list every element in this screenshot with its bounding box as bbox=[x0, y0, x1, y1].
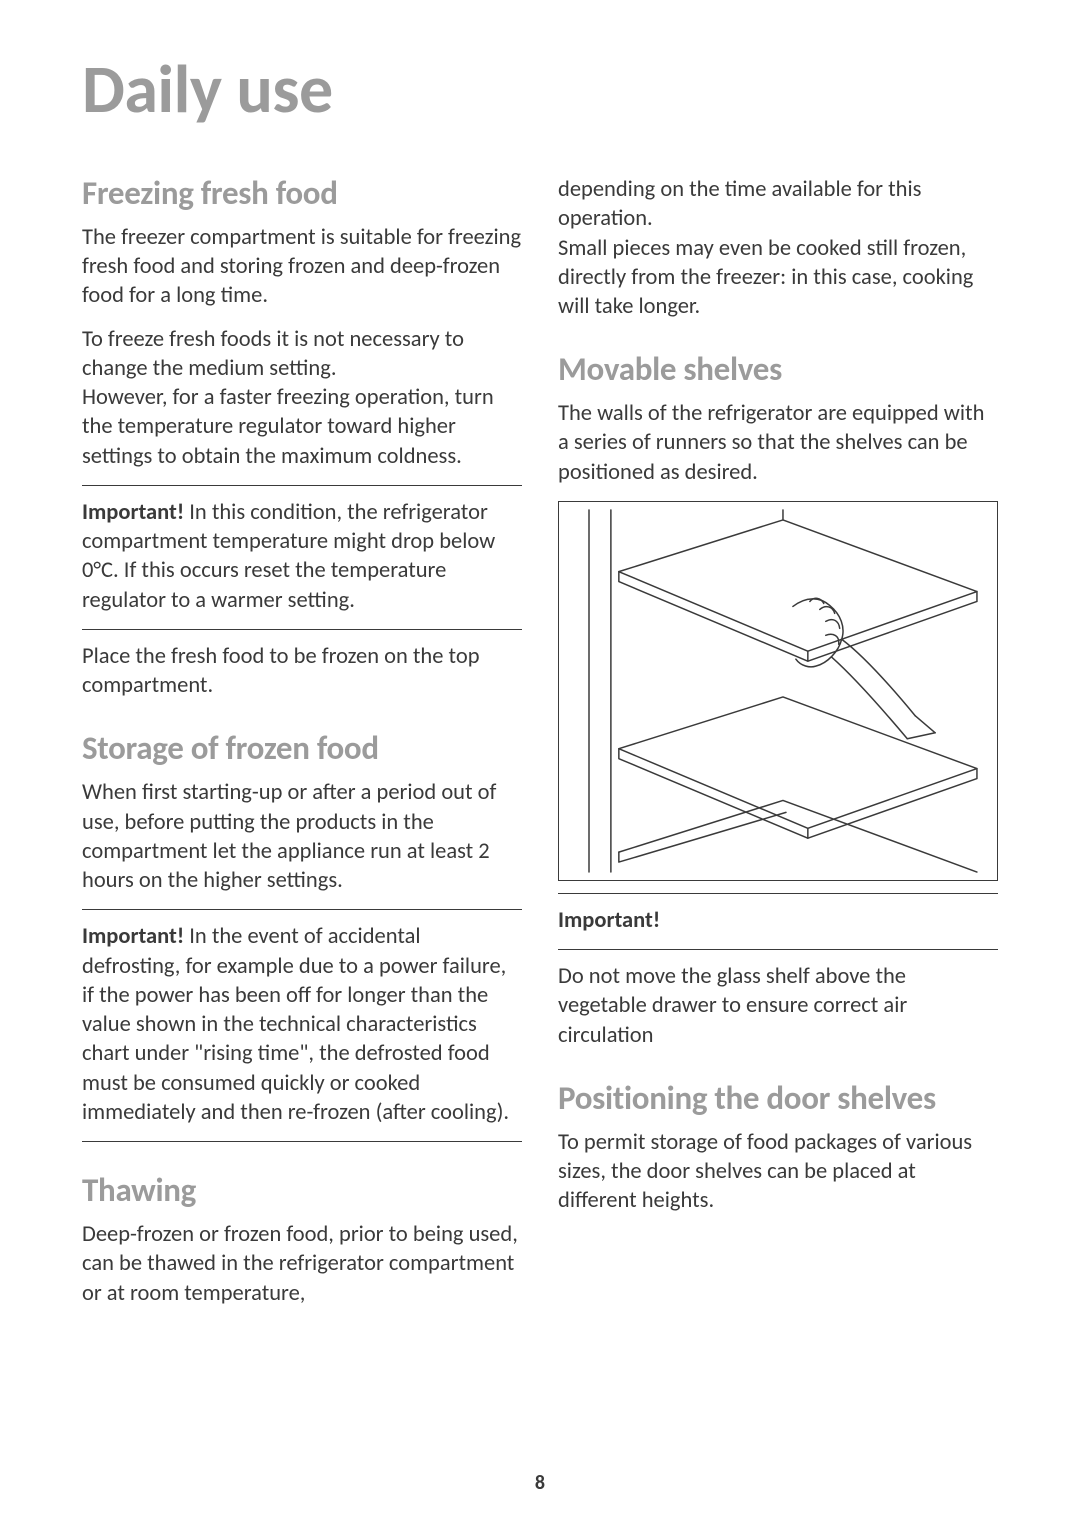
important-label: Important! bbox=[82, 499, 184, 526]
important-note: Important! In this condition, the refrig… bbox=[82, 498, 522, 615]
page-number: 8 bbox=[0, 1471, 1080, 1495]
body-paragraph: To permit storage of food packages of va… bbox=[558, 1128, 998, 1216]
section-movable-shelves: Movable shelves The walls of the refrige… bbox=[558, 351, 998, 1050]
page-title: Daily use bbox=[82, 48, 998, 131]
body-paragraph: Small pieces may even be cooked still fr… bbox=[558, 234, 998, 322]
important-label: Important! bbox=[82, 923, 184, 950]
right-column: depending on the time available for this… bbox=[558, 175, 998, 1338]
body-paragraph: The walls of the refrigerator are equipp… bbox=[558, 399, 998, 487]
body-paragraph: However, for a faster freezing operation… bbox=[82, 383, 522, 471]
horizontal-rule bbox=[82, 485, 522, 486]
body-paragraph: To freeze fresh foods it is not necessar… bbox=[82, 325, 522, 384]
important-text: In the event of accidental defrosting, f… bbox=[82, 923, 509, 1126]
section-storage-frozen-food: Storage of frozen food When first starti… bbox=[82, 730, 522, 1142]
important-note: Important! In the event of accidental de… bbox=[82, 922, 522, 1127]
horizontal-rule bbox=[82, 909, 522, 910]
section-thawing: Thawing Deep-frozen or frozen food, prio… bbox=[82, 1172, 522, 1308]
shelf-diagram bbox=[558, 501, 998, 881]
horizontal-rule bbox=[558, 949, 998, 950]
horizontal-rule bbox=[558, 893, 998, 894]
body-paragraph: depending on the time available for this… bbox=[558, 175, 998, 234]
left-column: Freezing fresh food The freezer compartm… bbox=[82, 175, 522, 1338]
horizontal-rule bbox=[82, 629, 522, 630]
heading-storage-frozen-food: Storage of frozen food bbox=[82, 730, 522, 768]
important-note: Important! bbox=[558, 906, 998, 935]
heading-freezing-fresh-food: Freezing fresh food bbox=[82, 175, 522, 213]
horizontal-rule bbox=[82, 1141, 522, 1142]
body-paragraph: The freezer compartment is suitable for … bbox=[82, 223, 522, 311]
heading-positioning-door-shelves: Positioning the door shelves bbox=[558, 1080, 998, 1118]
body-paragraph: Deep-frozen or frozen food, prior to bei… bbox=[82, 1220, 522, 1308]
heading-movable-shelves: Movable shelves bbox=[558, 351, 998, 389]
section-positioning-door-shelves: Positioning the door shelves To permit s… bbox=[558, 1080, 998, 1216]
body-paragraph: Place the fresh food to be frozen on the… bbox=[82, 642, 522, 701]
body-paragraph: When first starting-up or after a period… bbox=[82, 778, 522, 895]
body-paragraph: Do not move the glass shelf above the ve… bbox=[558, 962, 998, 1050]
shelf-diagram-svg bbox=[559, 502, 997, 880]
content-columns: Freezing fresh food The freezer compartm… bbox=[82, 175, 998, 1338]
heading-thawing: Thawing bbox=[82, 1172, 522, 1210]
important-label: Important! bbox=[558, 907, 660, 934]
section-freezing-fresh-food: Freezing fresh food The freezer compartm… bbox=[82, 175, 522, 700]
